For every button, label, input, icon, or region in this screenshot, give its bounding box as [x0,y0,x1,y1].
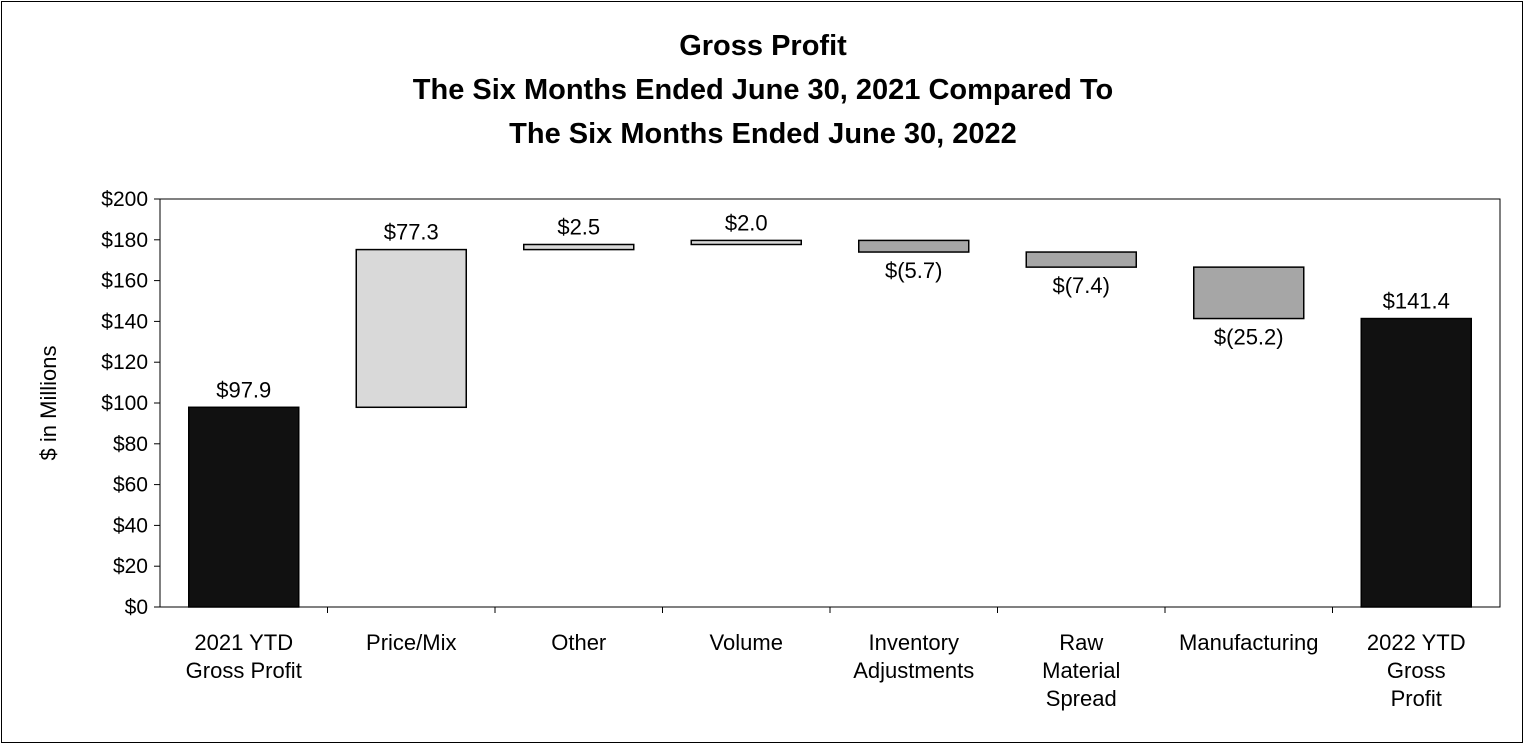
y-tick-label: $20 [113,555,148,578]
data-label: $97.9 [216,377,271,402]
x-tick-label: 2022 YTD [1367,630,1466,655]
x-tick-label: Gross Profit [186,658,302,683]
bar-decrease [1193,266,1305,320]
x-tick-label: Manufacturing [1179,630,1318,655]
y-tick-label: $0 [125,596,148,619]
data-label: $(25.2) [1214,325,1284,350]
chart-title: Gross Profit The Six Months Ended June 3… [0,24,1526,156]
y-axis-label: $ in Millions [36,346,61,461]
x-tick-label: Adjustments [853,658,974,683]
x-tick-label: Gross [1387,658,1446,683]
chart-title-line-2: The Six Months Ended June 30, 2021 Compa… [412,74,1114,106]
data-label: $77.3 [384,220,439,245]
bar-increase [690,239,802,246]
x-axis: 2021 YTD Gross Profit Price/Mix Other Volume… [186,607,1466,711]
bar-increase [523,243,635,251]
chart-title-line-3: The Six Months Ended June 30, 2022 [509,118,1017,150]
x-tick-label: Spread [1046,686,1117,711]
x-tick-label: Material [1042,658,1120,683]
y-tick-label: $180 [101,229,148,252]
bar-increase [355,248,467,409]
x-tick-label: Inventory [869,630,960,655]
data-label: $2.0 [725,210,768,235]
x-tick-label: Other [551,630,606,655]
x-tick-label: Volume [710,630,783,655]
y-tick-label: $200 [101,188,148,211]
y-tick-label: $100 [101,392,148,415]
x-tick-label: Profit [1391,686,1442,711]
y-axis: $0 $20 $40 $60 $80 $100 $120 $140 $160 $180 $200 [101,188,160,619]
y-tick-label: $160 [101,270,148,293]
data-label: $(5.7) [885,258,942,283]
x-tick-label: Price/Mix [366,630,456,655]
x-tick-label: Raw [1059,630,1103,655]
chart-title-line-1: Gross Profit [679,30,847,62]
bars: $97.9 $77.3 $2.5 $2.0 $(5.7) $(7.4) $(25.2) $14… [188,210,1472,608]
data-label: $2.5 [557,214,600,239]
y-tick-label: $40 [113,514,148,537]
data-label: $(7.4) [1053,273,1110,298]
x-tick-label: 2021 YTD [194,630,293,655]
bar-decrease [1025,251,1137,268]
bar-decrease [858,239,970,253]
bar-total [188,406,300,608]
data-label: $141.4 [1383,289,1450,314]
bar-total [1360,317,1472,608]
y-tick-label: $60 [113,474,148,497]
y-tick-label: $140 [101,310,148,333]
y-tick-label: $120 [101,351,148,374]
y-tick-label: $80 [113,433,148,456]
